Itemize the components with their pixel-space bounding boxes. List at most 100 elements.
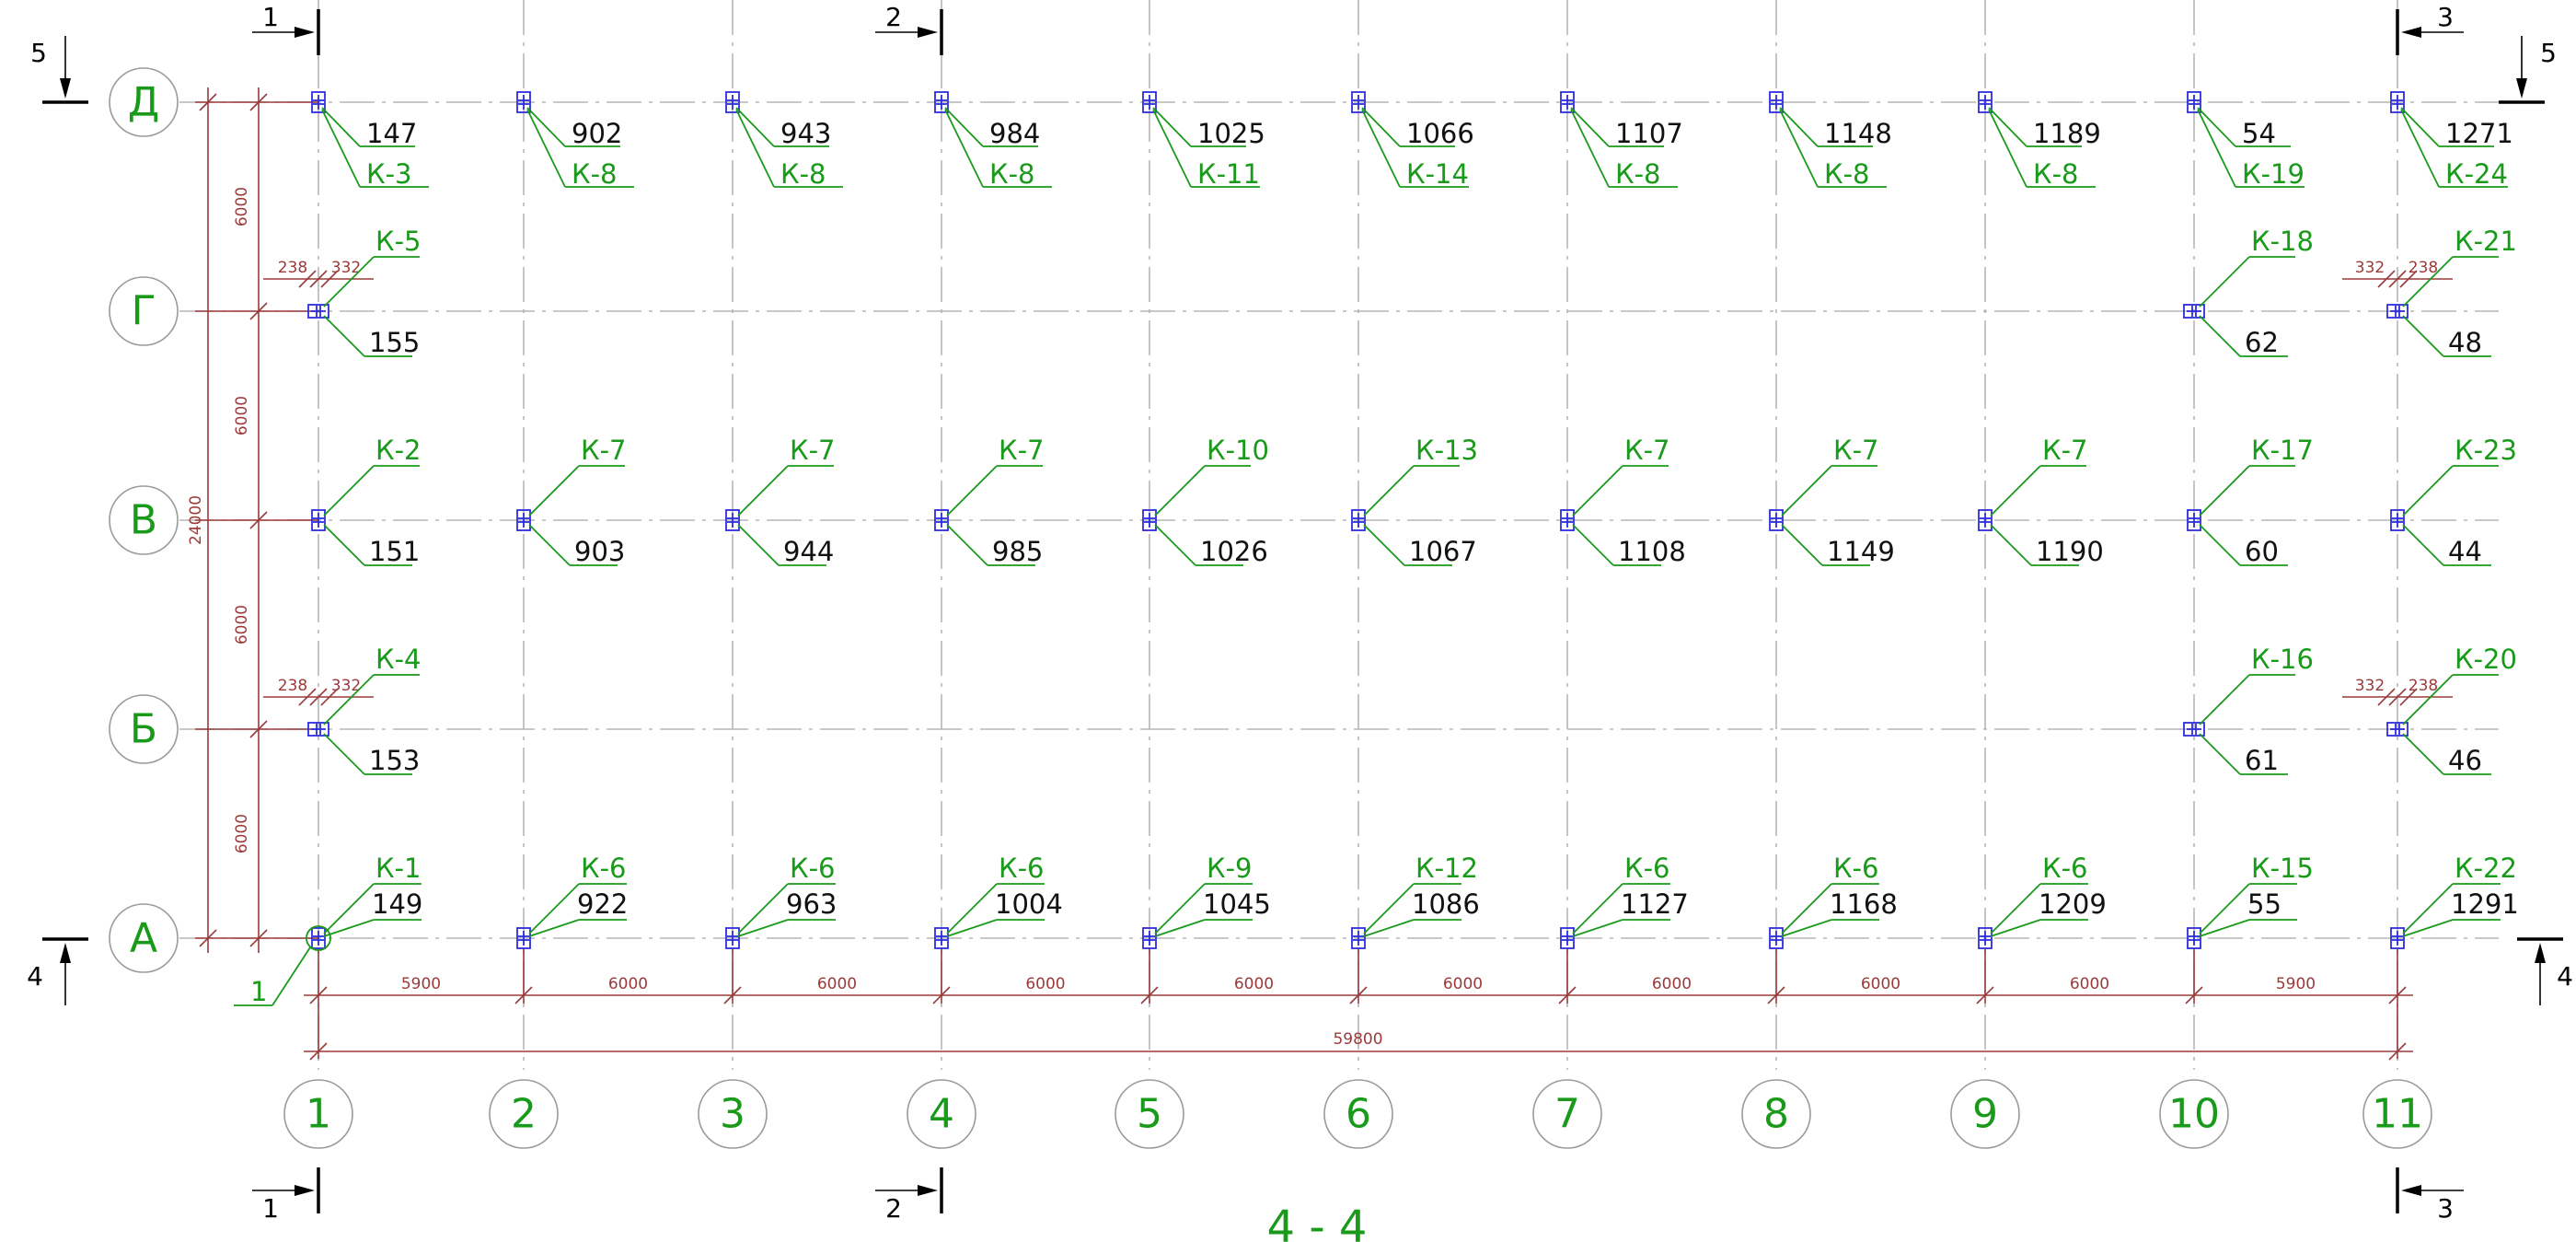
bay-dimension-text: 5900 xyxy=(401,975,441,993)
column-mark: К-6 1127 xyxy=(1560,853,1689,949)
section-label: 3 xyxy=(2437,1193,2454,1224)
column-mark-number: 1209 xyxy=(2039,888,2107,920)
column-mark-code: К-8 xyxy=(572,158,618,190)
column-mark-code: К-15 xyxy=(2251,853,2314,884)
column-mark-number: 155 xyxy=(369,327,420,358)
column-mark-code: К-23 xyxy=(2455,435,2517,466)
column-mark: К-1149 xyxy=(311,853,422,949)
column-mark-number: 62 xyxy=(2245,327,2279,358)
axis-label: А xyxy=(130,915,157,962)
section-label: 1 xyxy=(262,2,279,32)
column-mark-code: К-11 xyxy=(1197,158,1260,190)
section-5-left: 5 xyxy=(30,36,88,104)
edge-offset-dimension: 238 332 xyxy=(2342,259,2453,288)
section-label: 1 xyxy=(262,1193,279,1224)
row-dimension-text: 6000 xyxy=(233,814,251,853)
section-label: 3 xyxy=(2437,2,2454,32)
column-mark-number: 147 xyxy=(366,118,417,149)
column-mark: К-7 1190 xyxy=(1978,435,2104,567)
column-mark-number: 1148 xyxy=(1824,118,1892,149)
column-mark: К-12 1086 xyxy=(1351,853,1480,949)
axis-bubble-row: Д xyxy=(109,67,179,137)
axis-label: 4 xyxy=(929,1091,954,1138)
column-mark: К-23 44 xyxy=(2390,435,2517,567)
section-1-top: 1 xyxy=(252,2,320,55)
column-mark-code: К-8 xyxy=(1615,158,1661,190)
edge-offset-a: 238 xyxy=(2409,677,2438,695)
column-mark: К-7 985 xyxy=(934,435,1045,567)
row-dimension-text: 6000 xyxy=(233,187,251,226)
node-callout-label: 1 xyxy=(250,976,267,1007)
bay-dimension-text: 5900 xyxy=(2276,975,2316,993)
column-mark-code: К-22 xyxy=(2455,853,2517,884)
column-marks: 147К-3902К-8943К-8984К-81025К-111066К-14… xyxy=(234,91,2519,1007)
column-mark: К-16 61 xyxy=(2183,644,2314,776)
axis-bubble-col-6: 6 xyxy=(1323,1079,1393,1149)
column-mark-code: К-9 xyxy=(1207,853,1253,884)
section-label: 4 xyxy=(2557,961,2573,992)
section-3-top: 3 xyxy=(2396,2,2464,55)
grid-lines xyxy=(179,0,2499,1070)
column-mark: К-18 62 xyxy=(2183,226,2314,358)
column-mark-code: К-12 xyxy=(1415,853,1478,884)
column-mark-number: 48 xyxy=(2448,327,2482,358)
column-mark: К-7 1149 xyxy=(1769,435,1895,567)
column-mark-code: К-6 xyxy=(1624,853,1670,884)
edge-offset-dimension: 238 332 xyxy=(2342,677,2453,706)
axis-bubble-col-7: 7 xyxy=(1532,1079,1602,1149)
column-mark-code: К-6 xyxy=(999,853,1045,884)
column-mark-code: К-7 xyxy=(1833,435,1879,466)
column-mark-number: 60 xyxy=(2245,536,2279,567)
column-mark-number: 61 xyxy=(2245,745,2279,776)
column-mark-code: К-8 xyxy=(2033,158,2079,190)
bay-dimensions: 5900 6000 6000 6000 6000 6000 6000 6000 6000 5900 xyxy=(304,948,2413,1004)
column-mark: К-17 60 xyxy=(2187,435,2314,567)
axis-label: Б xyxy=(130,706,157,753)
column-mark-code: К-5 xyxy=(375,226,422,257)
column-mark-number: 1168 xyxy=(1830,888,1898,920)
column-mark-number: 151 xyxy=(369,536,420,567)
axis-label: 3 xyxy=(720,1091,745,1138)
edge-offset-dimension: 238 332 xyxy=(263,677,374,706)
column-mark: К-6 1209 xyxy=(1978,853,2107,949)
bay-dimension-text: 6000 xyxy=(1443,975,1483,993)
row-dimension-text: 6000 xyxy=(233,396,251,435)
axis-bubble-row: В xyxy=(109,485,179,555)
column-mark-code: К-8 xyxy=(989,158,1035,190)
axis-label: В xyxy=(130,497,157,544)
column-mark: 1148 К-8 xyxy=(1769,91,1892,190)
edge-offset-a: 238 xyxy=(2409,259,2438,277)
section-2-top: 2 xyxy=(875,2,943,55)
axis-bubble-col-9: 9 xyxy=(1950,1079,2020,1149)
column-mark-number: 1127 xyxy=(1621,888,1689,920)
column-mark-number: 54 xyxy=(2242,118,2276,149)
column-mark: К-6 1168 xyxy=(1769,853,1898,949)
column-mark-number: 943 xyxy=(780,118,831,149)
column-mark-code: К-7 xyxy=(581,435,627,466)
column-mark-code: К-3 xyxy=(366,158,412,190)
axis-label: Г xyxy=(132,288,156,335)
section-4-right: 4 xyxy=(2517,937,2573,1005)
grid-axis-bubbles: 1 2 3 4 5 6 7 8 9 10 11 Д Г В Б А xyxy=(109,67,2432,1149)
column-mark-number: 1067 xyxy=(1409,536,1477,567)
section-5-right: 5 xyxy=(2499,36,2557,104)
axis-bubble-col-11: 11 xyxy=(2362,1079,2432,1149)
edge-offset-a: 238 xyxy=(278,677,307,695)
column-mark-code: К-8 xyxy=(1824,158,1870,190)
axis-label: 7 xyxy=(1554,1091,1580,1138)
axis-label: 8 xyxy=(1763,1091,1789,1138)
column-mark-code: К-1 xyxy=(375,853,422,884)
column-mark-number: 1108 xyxy=(1618,536,1686,567)
section-4-left: 4 xyxy=(27,937,88,1005)
column-mark-number: 153 xyxy=(369,745,420,776)
column-mark-code: К-14 xyxy=(1406,158,1469,190)
column-mark: К-10 1026 xyxy=(1142,435,1269,567)
axis-label: 5 xyxy=(1137,1091,1162,1138)
column-mark: К-7 944 xyxy=(725,435,836,567)
